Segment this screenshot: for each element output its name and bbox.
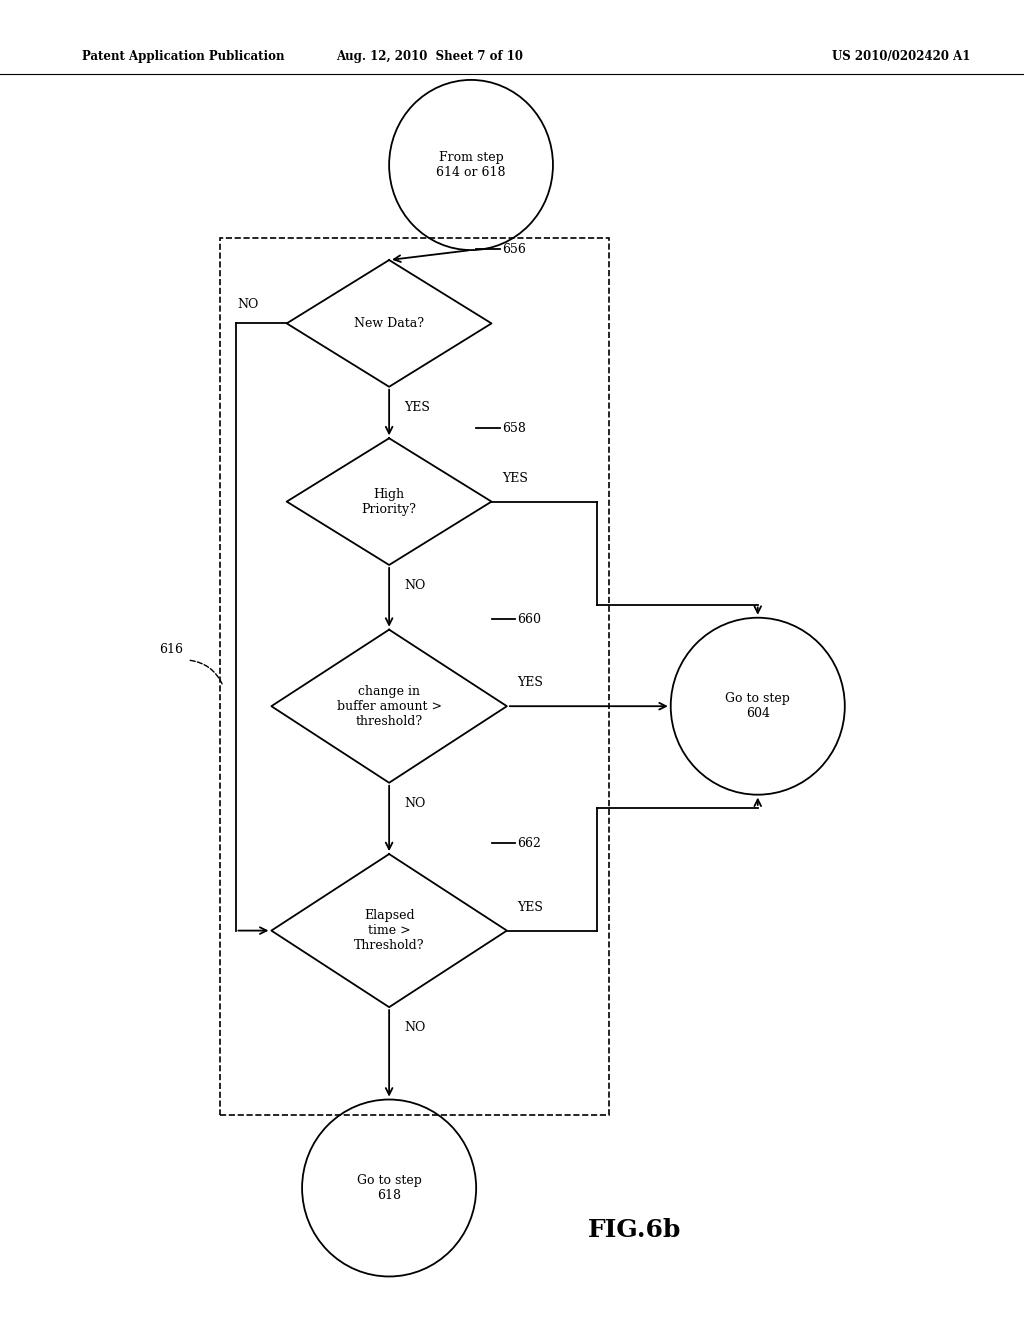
Text: FIG.6b: FIG.6b [588, 1218, 682, 1242]
Text: YES: YES [502, 471, 527, 484]
Text: YES: YES [517, 900, 543, 913]
Text: change in
buffer amount >
threshold?: change in buffer amount > threshold? [337, 685, 441, 727]
Text: YES: YES [517, 676, 543, 689]
Text: Patent Application Publication: Patent Application Publication [82, 50, 285, 63]
Text: 616: 616 [159, 643, 182, 656]
Text: 660: 660 [517, 612, 541, 626]
Text: Aug. 12, 2010  Sheet 7 of 10: Aug. 12, 2010 Sheet 7 of 10 [337, 50, 523, 63]
Text: NO: NO [404, 796, 426, 809]
Text: New Data?: New Data? [354, 317, 424, 330]
Text: Elapsed
time >
Threshold?: Elapsed time > Threshold? [354, 909, 424, 952]
Text: US 2010/0202420 A1: US 2010/0202420 A1 [831, 50, 971, 63]
Text: YES: YES [404, 400, 430, 413]
Text: NO: NO [404, 1020, 426, 1034]
Text: Go to step
618: Go to step 618 [356, 1173, 422, 1203]
Text: NO: NO [238, 297, 259, 310]
Text: 658: 658 [502, 421, 525, 434]
Text: Go to step
604: Go to step 604 [725, 692, 791, 721]
Text: From step
614 or 618: From step 614 or 618 [436, 150, 506, 180]
Text: 662: 662 [517, 837, 541, 850]
Text: NO: NO [404, 578, 426, 591]
Text: 656: 656 [502, 243, 525, 256]
Text: High
Priority?: High Priority? [361, 487, 417, 516]
